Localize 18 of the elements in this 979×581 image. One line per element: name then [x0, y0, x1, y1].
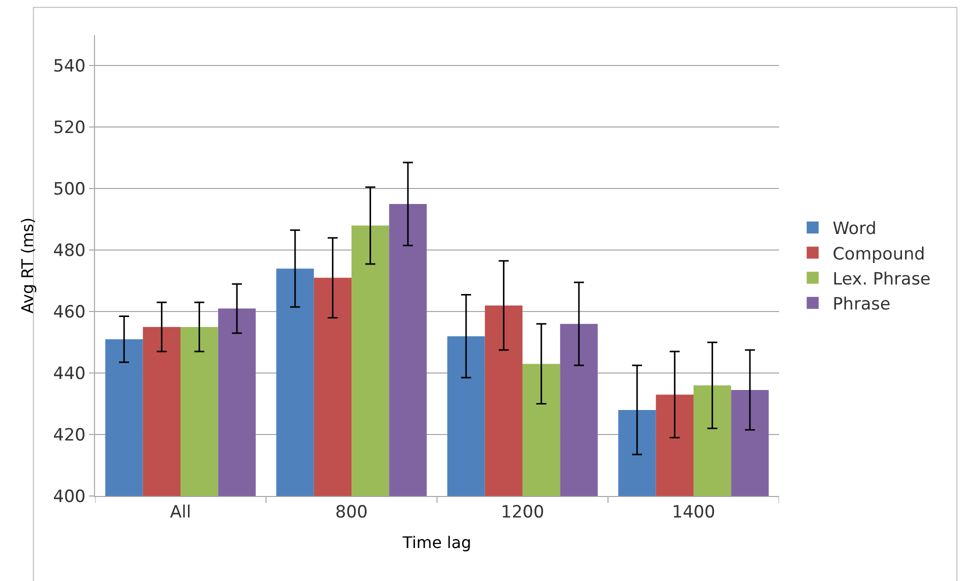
x-axis-title: Time lag	[402, 533, 472, 552]
legend-label: Word	[832, 219, 876, 240]
x-tick-label: 1200	[500, 502, 544, 522]
legend-label: Phrase	[832, 294, 890, 314]
x-tick-label: All	[170, 502, 192, 522]
y-tick-label: 480	[53, 241, 86, 262]
y-tick-label: 540	[53, 56, 86, 77]
y-tick-label: 460	[53, 302, 86, 323]
y-tick-label: 500	[53, 180, 86, 200]
x-tick-label: 800	[335, 502, 368, 522]
y-tick-label: 520	[53, 118, 86, 138]
y-tick-label: 420	[53, 425, 86, 446]
y-axis-title: Avg RT (ms)	[18, 218, 38, 314]
x-tick-label: 1400	[672, 502, 716, 522]
y-tick-label: 440	[53, 364, 86, 384]
legend-label: Lex. Phrase	[832, 269, 931, 290]
legend-label: Compound	[832, 244, 926, 264]
y-tick-label: 400	[53, 486, 86, 507]
